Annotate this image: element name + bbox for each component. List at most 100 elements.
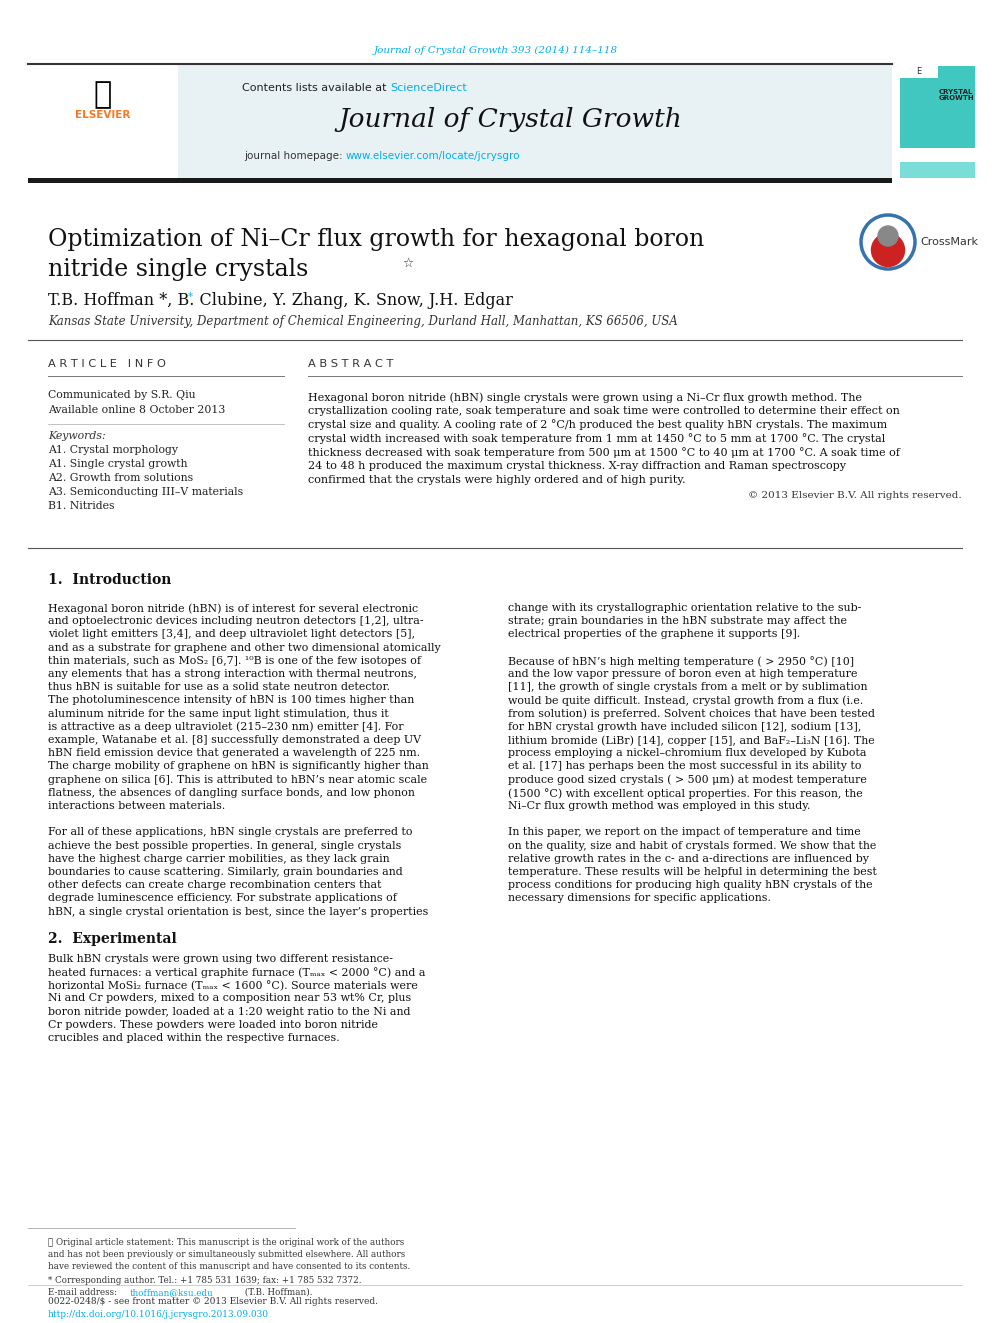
Text: electrical properties of the graphene it supports [9].: electrical properties of the graphene it… (508, 630, 801, 639)
Text: Journal of Crystal Growth 393 (2014) 114–118: Journal of Crystal Growth 393 (2014) 114… (374, 45, 618, 54)
Text: hBN field emission device that generated a wavelength of 225 nm.: hBN field emission device that generated… (48, 749, 421, 758)
Text: thickness decreased with soak temperature from 500 μm at 1500 °C to 40 μm at 170: thickness decreased with soak temperatur… (308, 447, 900, 458)
Text: other defects can create charge recombination centers that: other defects can create charge recombin… (48, 880, 382, 890)
Text: (T.B. Hoffman).: (T.B. Hoffman). (242, 1289, 312, 1297)
Bar (900, 161, 975, 179)
Text: 24 to 48 h produced the maximum crystal thickness. X-ray diffraction and Raman s: 24 to 48 h produced the maximum crystal … (308, 460, 846, 471)
Text: and has not been previously or simultaneously submitted elsewhere. All authors: and has not been previously or simultane… (48, 1250, 406, 1259)
Text: http://dx.doi.org/10.1016/j.jcrysgro.2013.09.030: http://dx.doi.org/10.1016/j.jcrysgro.201… (48, 1310, 269, 1319)
Text: from solution) is preferred. Solvent choices that have been tested: from solution) is preferred. Solvent cho… (508, 709, 875, 720)
Text: thin materials, such as MoS₂ [6,7]. ¹⁰B is one of the few isotopes of: thin materials, such as MoS₂ [6,7]. ¹⁰B … (48, 656, 421, 665)
Text: process employing a nickel–chromium flux developed by Kubota: process employing a nickel–chromium flux… (508, 749, 866, 758)
Text: Contents lists available at: Contents lists available at (242, 83, 390, 93)
Text: and optoelectronic devices including neutron detectors [1,2], ultra-: and optoelectronic devices including neu… (48, 617, 424, 626)
Circle shape (878, 226, 898, 246)
Text: example, Watanabe et al. [8] successfully demonstrated a deep UV: example, Watanabe et al. [8] successfull… (48, 736, 422, 745)
Text: is attractive as a deep ultraviolet (215–230 nm) emitter [4]. For: is attractive as a deep ultraviolet (215… (48, 722, 404, 733)
Text: T.B. Hoffman *, B. Clubine, Y. Zhang, K. Snow, J.H. Edgar: T.B. Hoffman *, B. Clubine, Y. Zhang, K.… (48, 292, 513, 310)
Text: necessary dimensions for specific applications.: necessary dimensions for specific applic… (508, 893, 771, 904)
Text: achieve the best possible properties. In general, single crystals: achieve the best possible properties. In… (48, 840, 402, 851)
Text: A2. Growth from solutions: A2. Growth from solutions (48, 474, 193, 483)
Text: boron nitride powder, loaded at a 1:20 weight ratio to the Ni and: boron nitride powder, loaded at a 1:20 w… (48, 1007, 411, 1016)
Text: and the low vapor pressure of boron even at high temperature: and the low vapor pressure of boron even… (508, 669, 857, 679)
Text: would be quite difficult. Instead, crystal growth from a flux (i.e.: would be quite difficult. Instead, cryst… (508, 696, 863, 706)
Text: Available online 8 October 2013: Available online 8 October 2013 (48, 405, 225, 415)
Bar (28, 64, 892, 179)
Text: Bulk hBN crystals were grown using two different resistance-: Bulk hBN crystals were grown using two d… (48, 954, 393, 963)
Text: crystal size and quality. A cooling rate of 2 °C/h produced the best quality hBN: crystal size and quality. A cooling rate… (308, 419, 887, 430)
Text: © 2013 Elsevier B.V. All rights reserved.: © 2013 Elsevier B.V. All rights reserved… (748, 491, 962, 500)
Text: on the quality, size and habit of crystals formed. We show that the: on the quality, size and habit of crysta… (508, 840, 876, 851)
Text: produce good sized crystals ( > 500 μm) at modest temperature: produce good sized crystals ( > 500 μm) … (508, 774, 867, 785)
Text: confirmed that the crystals were highly ordered and of high purity.: confirmed that the crystals were highly … (308, 475, 685, 484)
Text: [11], the growth of single crystals from a melt or by sublimation: [11], the growth of single crystals from… (508, 683, 867, 692)
Text: Communicated by S.R. Qiu: Communicated by S.R. Qiu (48, 390, 195, 400)
Text: * Corresponding author. Tel.: +1 785 531 1639; fax: +1 785 532 7372.: * Corresponding author. Tel.: +1 785 531… (48, 1275, 361, 1285)
Text: E: E (917, 67, 922, 77)
Text: A R T I C L E   I N F O: A R T I C L E I N F O (48, 359, 166, 369)
Text: A1. Single crystal growth: A1. Single crystal growth (48, 459, 187, 468)
Text: ☆: ☆ (402, 257, 414, 270)
Text: Because of hBN’s high melting temperature ( > 2950 °C) [10]: Because of hBN’s high melting temperatur… (508, 656, 854, 667)
Text: degrade luminescence efficiency. For substrate applications of: degrade luminescence efficiency. For sub… (48, 893, 397, 904)
Text: horizontal MoSi₂ furnace (Tₘₐₓ < 1600 °C). Source materials were: horizontal MoSi₂ furnace (Tₘₐₓ < 1600 °C… (48, 980, 418, 991)
Text: B1. Nitrides: B1. Nitrides (48, 501, 114, 511)
Text: any elements that has a strong interaction with thermal neutrons,: any elements that has a strong interacti… (48, 669, 417, 679)
Text: aluminum nitride for the same input light stimulation, thus it: aluminum nitride for the same input ligh… (48, 709, 389, 718)
Text: Journal of Crystal Growth: Journal of Crystal Growth (338, 107, 682, 132)
Text: lithium bromide (LiBr) [14], copper [15], and BaF₂–Li₃N [16]. The: lithium bromide (LiBr) [14], copper [15]… (508, 736, 875, 746)
Text: flatness, the absences of dangling surface bonds, and low phonon: flatness, the absences of dangling surfa… (48, 787, 415, 798)
Text: 2.  Experimental: 2. Experimental (48, 931, 177, 946)
Text: ScienceDirect: ScienceDirect (390, 83, 467, 93)
Text: Cr powders. These powders were loaded into boron nitride: Cr powders. These powders were loaded in… (48, 1020, 378, 1029)
Text: heated furnaces: a vertical graphite furnace (Tₘₐₓ < 2000 °C) and a: heated furnaces: a vertical graphite fur… (48, 967, 426, 978)
Text: 🌲: 🌲 (94, 81, 112, 110)
Circle shape (867, 221, 909, 263)
Text: 0022-0248/$ - see front matter © 2013 Elsevier B.V. All rights reserved.: 0022-0248/$ - see front matter © 2013 El… (48, 1297, 378, 1306)
Text: violet light emitters [3,4], and deep ultraviolet light detectors [5],: violet light emitters [3,4], and deep ul… (48, 630, 415, 639)
Text: crystal width increased with soak temperature from 1 mm at 1450 °C to 5 mm at 17: crystal width increased with soak temper… (308, 434, 885, 445)
Text: The photoluminescence intensity of hBN is 100 times higher than: The photoluminescence intensity of hBN i… (48, 696, 415, 705)
Text: A B S T R A C T: A B S T R A C T (308, 359, 394, 369)
Text: strate; grain boundaries in the hBN substrate may affect the: strate; grain boundaries in the hBN subs… (508, 617, 847, 626)
Text: boundaries to cause scattering. Similarly, grain boundaries and: boundaries to cause scattering. Similarl… (48, 867, 403, 877)
Text: interactions between materials.: interactions between materials. (48, 800, 225, 811)
Text: Ni–Cr flux growth method was employed in this study.: Ni–Cr flux growth method was employed in… (508, 800, 810, 811)
Text: et al. [17] has perhaps been the most successful in its ability to: et al. [17] has perhaps been the most su… (508, 762, 861, 771)
Text: Optimization of Ni–Cr flux growth for hexagonal boron
nitride single crystals: Optimization of Ni–Cr flux growth for he… (48, 228, 704, 280)
Bar (28, 177, 892, 183)
Text: Kansas State University, Department of Chemical Engineering, Durland Hall, Manha: Kansas State University, Department of C… (48, 315, 678, 328)
Text: 1.  Introduction: 1. Introduction (48, 573, 172, 587)
Text: A3. Semiconducting III–V materials: A3. Semiconducting III–V materials (48, 487, 243, 497)
Text: crystallization cooling rate, soak temperature and soak time were controlled to : crystallization cooling rate, soak tempe… (308, 406, 900, 415)
Text: *: * (188, 292, 193, 302)
Text: thus hBN is suitable for use as a solid state neutron detector.: thus hBN is suitable for use as a solid … (48, 683, 390, 692)
Text: CrossMark: CrossMark (920, 237, 978, 247)
Bar (900, 66, 938, 78)
Text: temperature. These results will be helpful in determining the best: temperature. These results will be helpf… (508, 867, 877, 877)
Text: A1. Crystal morphology: A1. Crystal morphology (48, 445, 178, 455)
Text: journal homepage:: journal homepage: (244, 151, 346, 161)
Text: process conditions for producing high quality hBN crystals of the: process conditions for producing high qu… (508, 880, 873, 890)
Text: (1500 °C) with excellent optical properties. For this reason, the: (1500 °C) with excellent optical propert… (508, 787, 863, 799)
Text: www.elsevier.com/locate/jcrysgro: www.elsevier.com/locate/jcrysgro (346, 151, 521, 161)
Bar (900, 66, 975, 148)
Text: crucibles and placed within the respective furnaces.: crucibles and placed within the respecti… (48, 1033, 339, 1043)
Text: In this paper, we report on the impact of temperature and time: In this paper, we report on the impact o… (508, 827, 861, 837)
Text: ELSEVIER: ELSEVIER (75, 110, 131, 120)
Text: Hexagonal boron nitride (hBN) single crystals were grown using a Ni–Cr flux grow: Hexagonal boron nitride (hBN) single cry… (308, 392, 862, 402)
Bar (28, 64, 178, 179)
Text: E-mail address:: E-mail address: (48, 1289, 120, 1297)
Text: for hBN crystal growth have included silicon [12], sodium [13],: for hBN crystal growth have included sil… (508, 722, 861, 732)
Text: ★ Original article statement: This manuscript is the original work of the author: ★ Original article statement: This manus… (48, 1238, 405, 1248)
Text: relative growth rates in the c- and a-directions are influenced by: relative growth rates in the c- and a-di… (508, 853, 869, 864)
Text: change with its crystallographic orientation relative to the sub-: change with its crystallographic orienta… (508, 603, 861, 613)
Text: CRYSTAL
GROWTH: CRYSTAL GROWTH (938, 89, 974, 102)
Text: The charge mobility of graphene on hBN is significantly higher than: The charge mobility of graphene on hBN i… (48, 762, 429, 771)
Text: graphene on silica [6]. This is attributed to hBN’s near atomic scale: graphene on silica [6]. This is attribut… (48, 774, 428, 785)
Text: hBN, a single crystal orientation is best, since the layer’s properties: hBN, a single crystal orientation is bes… (48, 906, 429, 917)
Text: have reviewed the content of this manuscript and have consented to its contents.: have reviewed the content of this manusc… (48, 1262, 411, 1271)
Text: Ni and Cr powders, mixed to a composition near 53 wt% Cr, plus: Ni and Cr powders, mixed to a compositio… (48, 994, 412, 1003)
Text: Keywords:: Keywords: (48, 431, 105, 441)
Text: and as a substrate for graphene and other two dimensional atomically: and as a substrate for graphene and othe… (48, 643, 440, 652)
